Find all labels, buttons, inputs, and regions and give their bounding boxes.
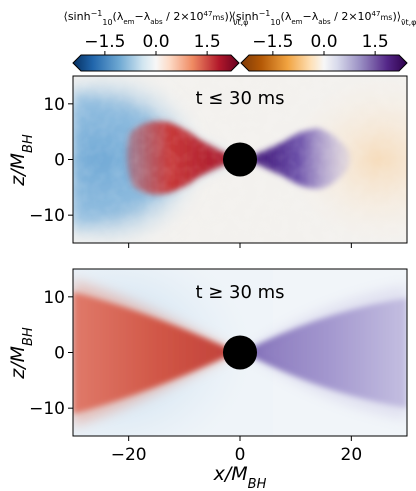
black-hole-marker [222, 335, 258, 370]
colorbar-neutrino: ⟨sinh−110(λem−λabs / 2×1047ms)⟩νt,φ −1.5… [64, 9, 249, 72]
y-tick-label: −10 [29, 399, 65, 419]
colorbar-antineutrino-label: ⟨sinh−110(λem−λabs / 2×1047ms)⟩ν̄t,φ [232, 9, 416, 27]
panel-late-annotation: t ≥ 30 ms [195, 282, 284, 303]
panel-early-ylabel: z/MBH [7, 134, 36, 187]
panel-late-heatmap [73, 269, 407, 436]
panel-early-yticks: −10 0 10 [29, 95, 73, 226]
panel-late-ylabel: z/MBH [7, 327, 36, 380]
y-tick-label: 10 [43, 95, 65, 115]
colorbar-antineutrino: ⟨sinh−110(λem−λabs / 2×1047ms)⟩ν̄t,φ −1.… [232, 9, 416, 72]
panel-early-xticks [128, 243, 352, 248]
x-tick-label: 0 [235, 445, 246, 465]
x-tick-label: −20 [111, 445, 147, 465]
colorbar-neutrino-ticks: −1.5 0.0 1.5 [84, 32, 221, 55]
y-tick-label: 0 [54, 344, 65, 364]
colorbar-tick-label: 1.5 [362, 32, 389, 52]
colorbar-antineutrino-ticks: −1.5 0.0 1.5 [252, 32, 389, 55]
panel-early-annotation: t ≤ 30 ms [195, 88, 284, 109]
panel-late-yticks: −10 0 10 [29, 288, 73, 419]
panel-late: t ≥ 30 ms −10 0 10 −20 0 20 z/MBH [7, 268, 408, 465]
panel-early: t ≤ 30 ms −10 0 10 z/MBH [7, 75, 408, 248]
colorbar-tick-label: 0.0 [142, 32, 169, 52]
y-tick-label: 0 [54, 151, 65, 171]
colorbar-tick-label: −1.5 [252, 32, 293, 52]
panel-late-xticks: −20 0 20 [111, 436, 362, 465]
x-tick-label: 20 [341, 445, 363, 465]
y-tick-label: −10 [29, 206, 65, 226]
colorbar-neutrino-label: ⟨sinh−110(λem−λabs / 2×1047ms)⟩νt,φ [64, 9, 249, 27]
black-hole-marker [222, 142, 258, 177]
colorbar-tick-label: 0.0 [310, 32, 337, 52]
colorbar-neutrino-bar [72, 54, 240, 72]
colorbar-antineutrino-bar [240, 54, 408, 72]
x-axis-label: x/MBH [213, 463, 267, 491]
colorbar-tick-label: 1.5 [194, 32, 221, 52]
colorbar-tick-label: −1.5 [84, 32, 125, 52]
y-tick-label: 10 [43, 288, 65, 308]
